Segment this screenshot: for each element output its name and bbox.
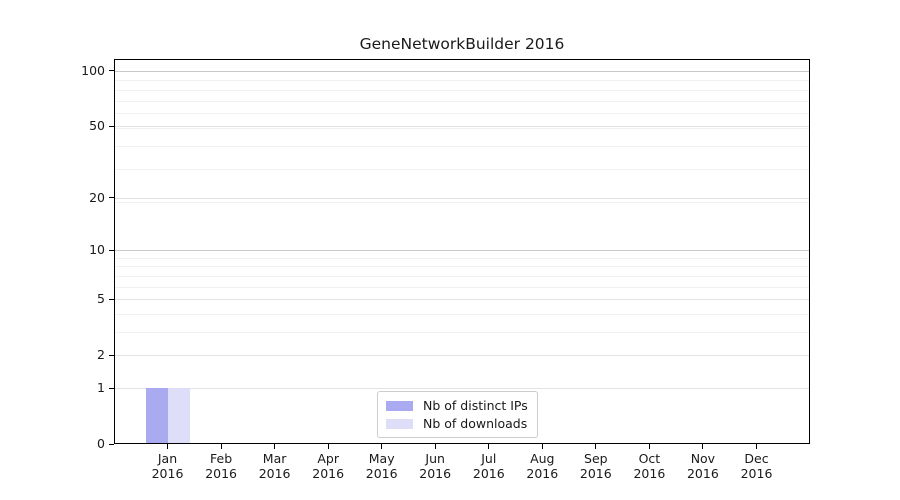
x-tick-mark [541,444,543,449]
x-tick-label-aug: Aug 2016 [510,451,574,481]
legend-row: Nb of downloads [386,416,528,431]
x-tick-year: 2016 [151,466,184,481]
legend: Nb of distinct IPs Nb of downloads [377,391,538,438]
x-tick-label-may: May 2016 [350,451,414,481]
x-tick-label-jun: Jun 2016 [403,451,467,481]
x-tick-year: 2016 [419,466,452,481]
x-tick-mark [274,444,276,449]
gridline-minor [115,127,809,129]
gridline-tick [115,126,809,128]
gridline-minor [115,275,809,277]
x-tick-year: 2016 [740,466,773,481]
y-tick-mark [109,70,114,72]
bar-distinct-ips [145,388,168,444]
x-tick-label-oct: Oct 2016 [617,451,681,481]
x-tick-year: 2016 [526,466,559,481]
legend-swatch [386,418,413,429]
x-tick-year: 2016 [258,466,291,481]
gridline-minor [115,201,809,203]
y-tick-label: 0 [97,436,105,451]
x-tick-month: Mar [262,451,287,466]
x-tick-month: Jul [481,451,497,466]
x-tick-mark [756,444,757,449]
x-tick-mark [220,444,222,449]
x-tick-label-apr: Apr 2016 [296,451,360,481]
gridline-major [115,250,809,252]
legend-row: Nb of distinct IPs [386,398,528,413]
y-tick-mark [109,249,114,251]
y-tick-label: 1 [97,380,105,395]
y-tick-label: 20 [89,189,105,205]
x-tick-year: 2016 [633,466,666,481]
legend-label: Nb of downloads [423,416,528,431]
gridline-tick [115,355,809,357]
y-tick-mark [109,387,114,389]
gridline-tick [115,197,809,199]
x-tick-month: Nov [690,451,716,466]
legend-label: Nb of distinct IPs [423,398,528,413]
gridline-minor [115,113,809,114]
y-tick-mark [109,125,114,127]
x-tick-month: Jun [425,451,445,466]
x-tick-label-dec: Dec 2016 [725,451,789,481]
x-tick-label-feb: Feb 2016 [189,451,253,481]
x-tick-month: Oct [638,451,661,466]
x-tick-month: Apr [317,451,339,466]
x-tick-label-jan: Jan 2016 [136,451,200,481]
x-tick-year: 2016 [312,466,345,481]
x-tick-label-jul: Jul 2016 [457,451,521,481]
y-tick-mark [109,298,114,300]
y-tick-mark [109,443,114,445]
legend-swatch [386,400,413,411]
y-tick-label: 100 [81,62,105,78]
x-tick-mark [595,444,597,449]
x-tick-label-mar: Mar 2016 [243,451,307,481]
x-tick-mark [167,444,168,449]
chart-title: GeneNetworkBuilder 2016 [359,35,565,53]
x-tick-month: Sep [584,451,608,466]
x-tick-mark [381,444,383,449]
gridline-minor [115,286,809,288]
x-tick-month: Jan [157,451,178,466]
x-tick-year: 2016 [579,466,612,481]
y-tick-label: 10 [89,242,105,258]
gridline-tick [115,388,809,389]
gridline-minor [115,89,809,91]
x-tick-year: 2016 [365,466,398,481]
x-tick-label-sep: Sep 2016 [564,451,628,481]
y-tick-mark [109,354,114,356]
y-tick-label: 2 [97,347,105,363]
x-tick-year: 2016 [205,466,237,481]
x-tick-mark [327,444,329,449]
x-tick-mark [648,444,650,449]
gridline-minor [115,145,809,147]
x-tick-month: May [368,451,395,466]
gridline-minor [115,257,809,259]
x-tick-mark [434,444,436,449]
x-tick-mark [702,444,704,449]
x-tick-year: 2016 [472,466,505,481]
y-tick-label: 5 [97,291,105,307]
gridline-tick [115,299,809,301]
plot-border [114,59,810,444]
bar-downloads [167,388,190,444]
gridline-minor [115,266,809,268]
x-tick-month: Feb [210,451,233,466]
gridline-minor [115,100,809,102]
x-tick-label-nov: Nov 2016 [671,451,735,481]
y-tick-label: 50 [89,118,105,134]
gridline-minor [115,331,809,333]
gridline-minor [115,169,809,170]
gridline-minor [115,80,809,82]
x-tick-mark [488,444,490,449]
x-tick-year: 2016 [686,466,719,481]
gridline-major [115,70,809,72]
x-tick-month: Dec [744,451,769,466]
x-tick-month: Aug [530,451,555,466]
y-tick-mark [109,197,114,199]
gridline-minor [115,313,809,315]
